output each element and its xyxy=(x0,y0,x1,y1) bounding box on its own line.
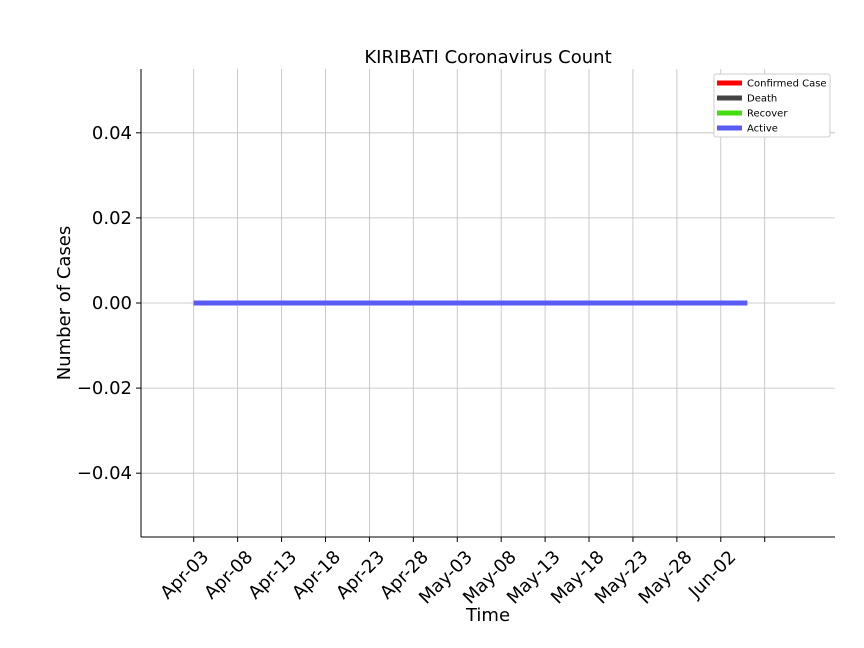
x-tick-label: Apr-18 xyxy=(288,547,345,604)
chart-title: KIRIBATI Coronavirus Count xyxy=(364,47,611,68)
legend-label: Active xyxy=(747,124,778,135)
x-tick-label: Apr-13 xyxy=(244,547,301,604)
y-axis-title: Number of Cases xyxy=(54,226,75,381)
legend-label: Recover xyxy=(747,109,788,120)
x-ticks: Apr-03Apr-08Apr-13Apr-18Apr-23Apr-28May-… xyxy=(156,537,766,608)
y-ticks: 0.04 0.02 0.00 −0.02 −0.04 xyxy=(77,123,141,484)
x-tick-label: Jun-02 xyxy=(684,547,740,603)
legend-label: Confirmed Case xyxy=(747,79,827,90)
x-axis-title: Time xyxy=(465,605,510,626)
x-tick-label: Apr-23 xyxy=(332,547,389,604)
y-tick-label: 0.02 xyxy=(92,208,132,229)
x-tick-label: Apr-03 xyxy=(156,547,213,604)
y-tick-label: 0.04 xyxy=(92,123,132,144)
y-tick-label: −0.02 xyxy=(77,378,132,399)
y-tick-label: −0.04 xyxy=(77,463,132,484)
legend: Confirmed Case Death Recover Active xyxy=(713,73,831,138)
legend-box xyxy=(713,73,831,138)
y-tick-label: 0.00 xyxy=(92,293,132,314)
x-tick-label: Apr-08 xyxy=(200,547,257,604)
legend-label: Death xyxy=(747,94,777,105)
